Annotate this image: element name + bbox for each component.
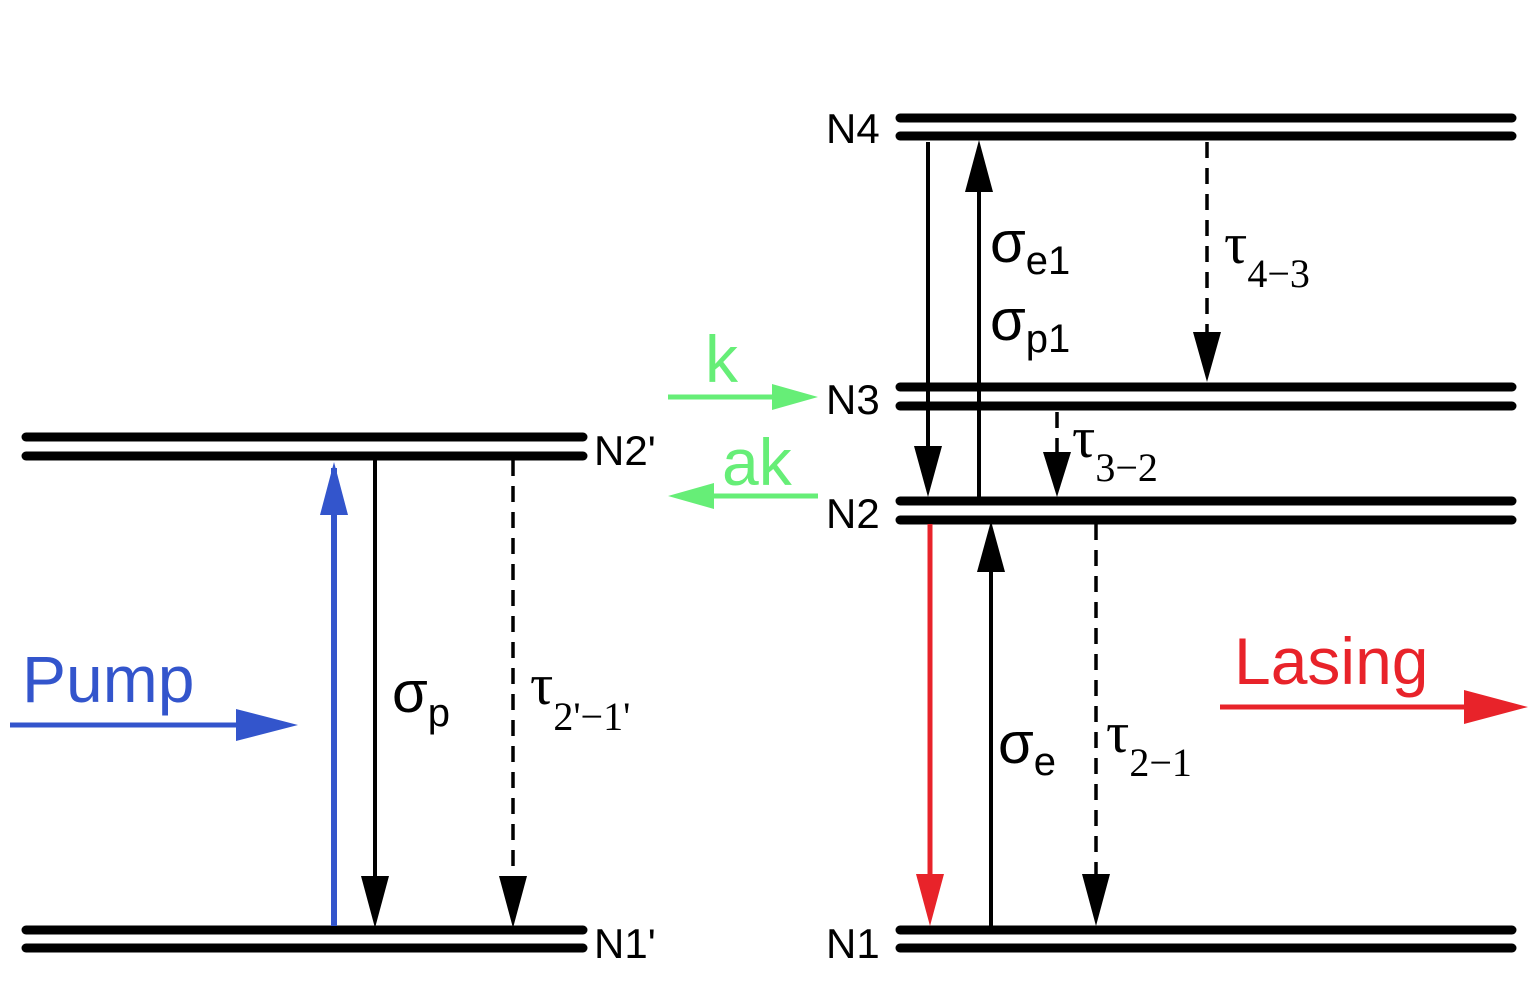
sigma-e-arrowhead [977, 521, 1005, 572]
level-label-n1: N1 [826, 920, 880, 967]
tau-4-3-arrowhead [1193, 332, 1221, 382]
tau-2-1-arrowhead [1082, 874, 1110, 926]
lasing-transition-arrowhead [916, 874, 944, 926]
lasing-label: Lasing [1234, 624, 1429, 698]
sigma-e-label: σe [998, 711, 1056, 784]
level-n2-prime [21, 432, 588, 461]
tau-2-1-label: τ2−1 [1106, 700, 1192, 785]
level-n4 [895, 113, 1517, 141]
pump-excitation-arrowhead [320, 462, 348, 515]
sigma-e1-label: σe1 [990, 210, 1070, 283]
level-label-n3: N3 [826, 376, 880, 423]
k-transfer-arrowhead [772, 384, 818, 410]
level-n1 [895, 925, 1517, 953]
sigma-e1-arrowhead [965, 140, 993, 192]
tau-3-2-label: τ3−2 [1072, 405, 1158, 490]
level-n2 [895, 496, 1517, 525]
pump-label: Pump [22, 642, 194, 716]
level-n1-prime [21, 925, 588, 953]
sigma-p-arrowhead [361, 876, 389, 928]
level-n3 [895, 382, 1517, 411]
sigma-p1-label: σp1 [990, 288, 1070, 361]
level-label-n2-prime: N2' [594, 427, 656, 474]
tau-2p-1p-arrowhead [499, 876, 527, 928]
n4-n2-decay-arrowhead [914, 446, 942, 497]
level-label-n1-prime: N1' [594, 920, 656, 967]
lasing-output-arrowhead [1464, 690, 1528, 724]
level-label-n2: N2 [826, 490, 880, 537]
ak-label: ak [722, 425, 793, 499]
ak-transfer-arrowhead [668, 483, 714, 509]
tau-3-2-arrowhead [1043, 452, 1071, 497]
tau-4-3-label: τ4−3 [1224, 211, 1310, 296]
pump-arrowhead [236, 709, 298, 741]
k-label: k [705, 322, 739, 396]
tau-2p-1p-label: τ2'−1' [530, 652, 630, 739]
level-label-n4: N4 [826, 105, 880, 152]
sigma-p-label: σp [392, 660, 450, 735]
